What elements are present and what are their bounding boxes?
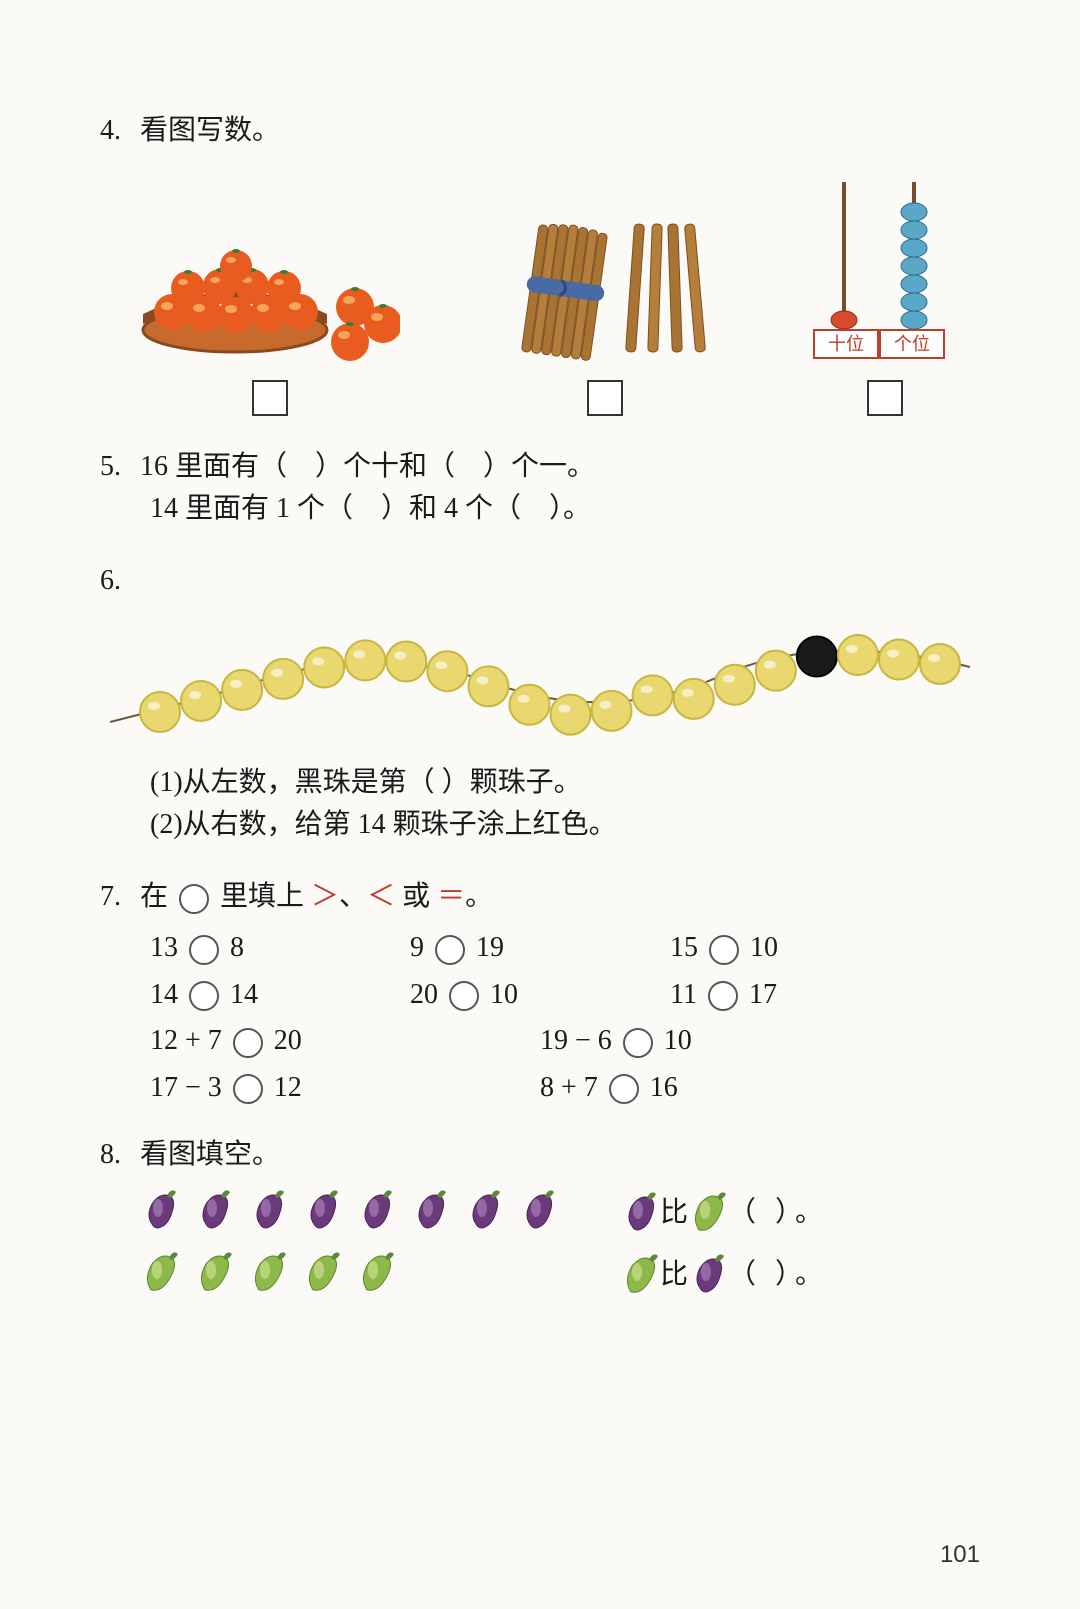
question-5: 5.16 里面有（ ）个十和（ ）个一。 14 里面有 1 个（ ）和 4 个（… xyxy=(100,446,980,530)
compare-circle[interactable] xyxy=(189,981,219,1011)
compare-circle[interactable] xyxy=(623,1028,653,1058)
sticks-illustration xyxy=(500,212,710,362)
q7-row3: 12 + 7 20 19 − 6 10 xyxy=(150,1025,980,1058)
q4-figures-row: 十位 个位 xyxy=(140,172,960,416)
compare-circle[interactable] xyxy=(233,1074,263,1104)
pepper-icon xyxy=(688,1188,728,1232)
q5-line1: 5.16 里面有（ ）个十和（ ）个一。 xyxy=(100,446,980,488)
peppers-illustration xyxy=(140,1244,580,1300)
q8-compare-2: 比 （ ）。 xyxy=(620,1250,829,1294)
q7-row4: 17 − 3 12 8 + 7 16 xyxy=(150,1072,980,1105)
q7-number: 7. xyxy=(100,876,140,918)
compare-circle[interactable] xyxy=(435,935,465,965)
q4-answer-box-3[interactable] xyxy=(867,380,903,416)
abacus-ones-label: 个位 xyxy=(894,334,930,354)
compare-circle[interactable] xyxy=(709,935,739,965)
q6-sub1: (1)从左数，黑珠是第（ ）颗珠子。 xyxy=(150,762,980,804)
compare-circle[interactable] xyxy=(708,981,738,1011)
q7-grid: 13 8 9 19 15 10 14 14 20 10 11 17 12 + 7… xyxy=(150,932,980,1104)
q4-title: 看图写数。 xyxy=(140,115,280,146)
pepper-icon xyxy=(620,1250,660,1294)
question-6: 6. (1)从左数，黑珠是第（ ）颗珠子。 (2)从右数，给第 14 颗珠子涂上… xyxy=(100,560,980,846)
q4-answer-box-2[interactable] xyxy=(587,380,623,416)
eggplant-icon xyxy=(620,1188,660,1232)
question-4: 4.看图写数。 xyxy=(100,110,980,416)
q4-number: 4. xyxy=(100,110,140,152)
q4-answer-box-1[interactable] xyxy=(252,380,288,416)
oranges-illustration xyxy=(140,212,400,362)
q8-title-line: 8.看图填空。 xyxy=(100,1134,980,1176)
q7-row2: 14 14 20 10 11 17 xyxy=(150,979,980,1012)
eggplants-illustration xyxy=(140,1182,580,1238)
q6-number-line: 6. xyxy=(100,560,980,602)
q7-row1: 13 8 9 19 15 10 xyxy=(150,932,980,965)
eggplant-icon xyxy=(688,1250,728,1294)
page-number: 101 xyxy=(940,1541,980,1569)
q5-line2: 14 里面有 1 个（ ）和 4 个（ ）。 xyxy=(150,488,980,530)
q4-fig-abacus: 十位 个位 xyxy=(810,172,960,416)
circle-blank-icon xyxy=(179,884,209,914)
beads-illustration xyxy=(110,612,970,742)
compare-circle[interactable] xyxy=(449,981,479,1011)
q8-title: 看图填空。 xyxy=(140,1139,280,1170)
abacus-illustration: 十位 个位 xyxy=(810,172,960,362)
q5-number: 5. xyxy=(100,446,140,488)
abacus-tens-label: 十位 xyxy=(828,334,864,354)
question-8: 8.看图填空。 比 （ ）。 比 （ ）。 xyxy=(100,1134,980,1300)
q4-fig-oranges xyxy=(140,212,400,416)
q4-fig-sticks xyxy=(500,212,710,416)
compare-circle[interactable] xyxy=(609,1074,639,1104)
compare-circle[interactable] xyxy=(189,935,219,965)
q8-compare-1: 比 （ ）。 xyxy=(620,1188,829,1232)
q6-sub2: (2)从右数，给第 14 颗珠子涂上红色。 xyxy=(150,804,980,846)
q8-row-peppers: 比 （ ）。 xyxy=(140,1244,980,1300)
question-7: 7.在 里填上 ＞、＜ 或 ＝。 13 8 9 19 15 10 14 14 2… xyxy=(100,876,980,1104)
q4-title-line: 4.看图写数。 xyxy=(100,110,980,152)
compare-circle[interactable] xyxy=(233,1028,263,1058)
q8-row-eggplants: 比 （ ）。 xyxy=(140,1182,980,1238)
q6-number: 6. xyxy=(100,560,140,602)
q7-title-line: 7.在 里填上 ＞、＜ 或 ＝。 xyxy=(100,876,980,918)
q8-number: 8. xyxy=(100,1134,140,1176)
